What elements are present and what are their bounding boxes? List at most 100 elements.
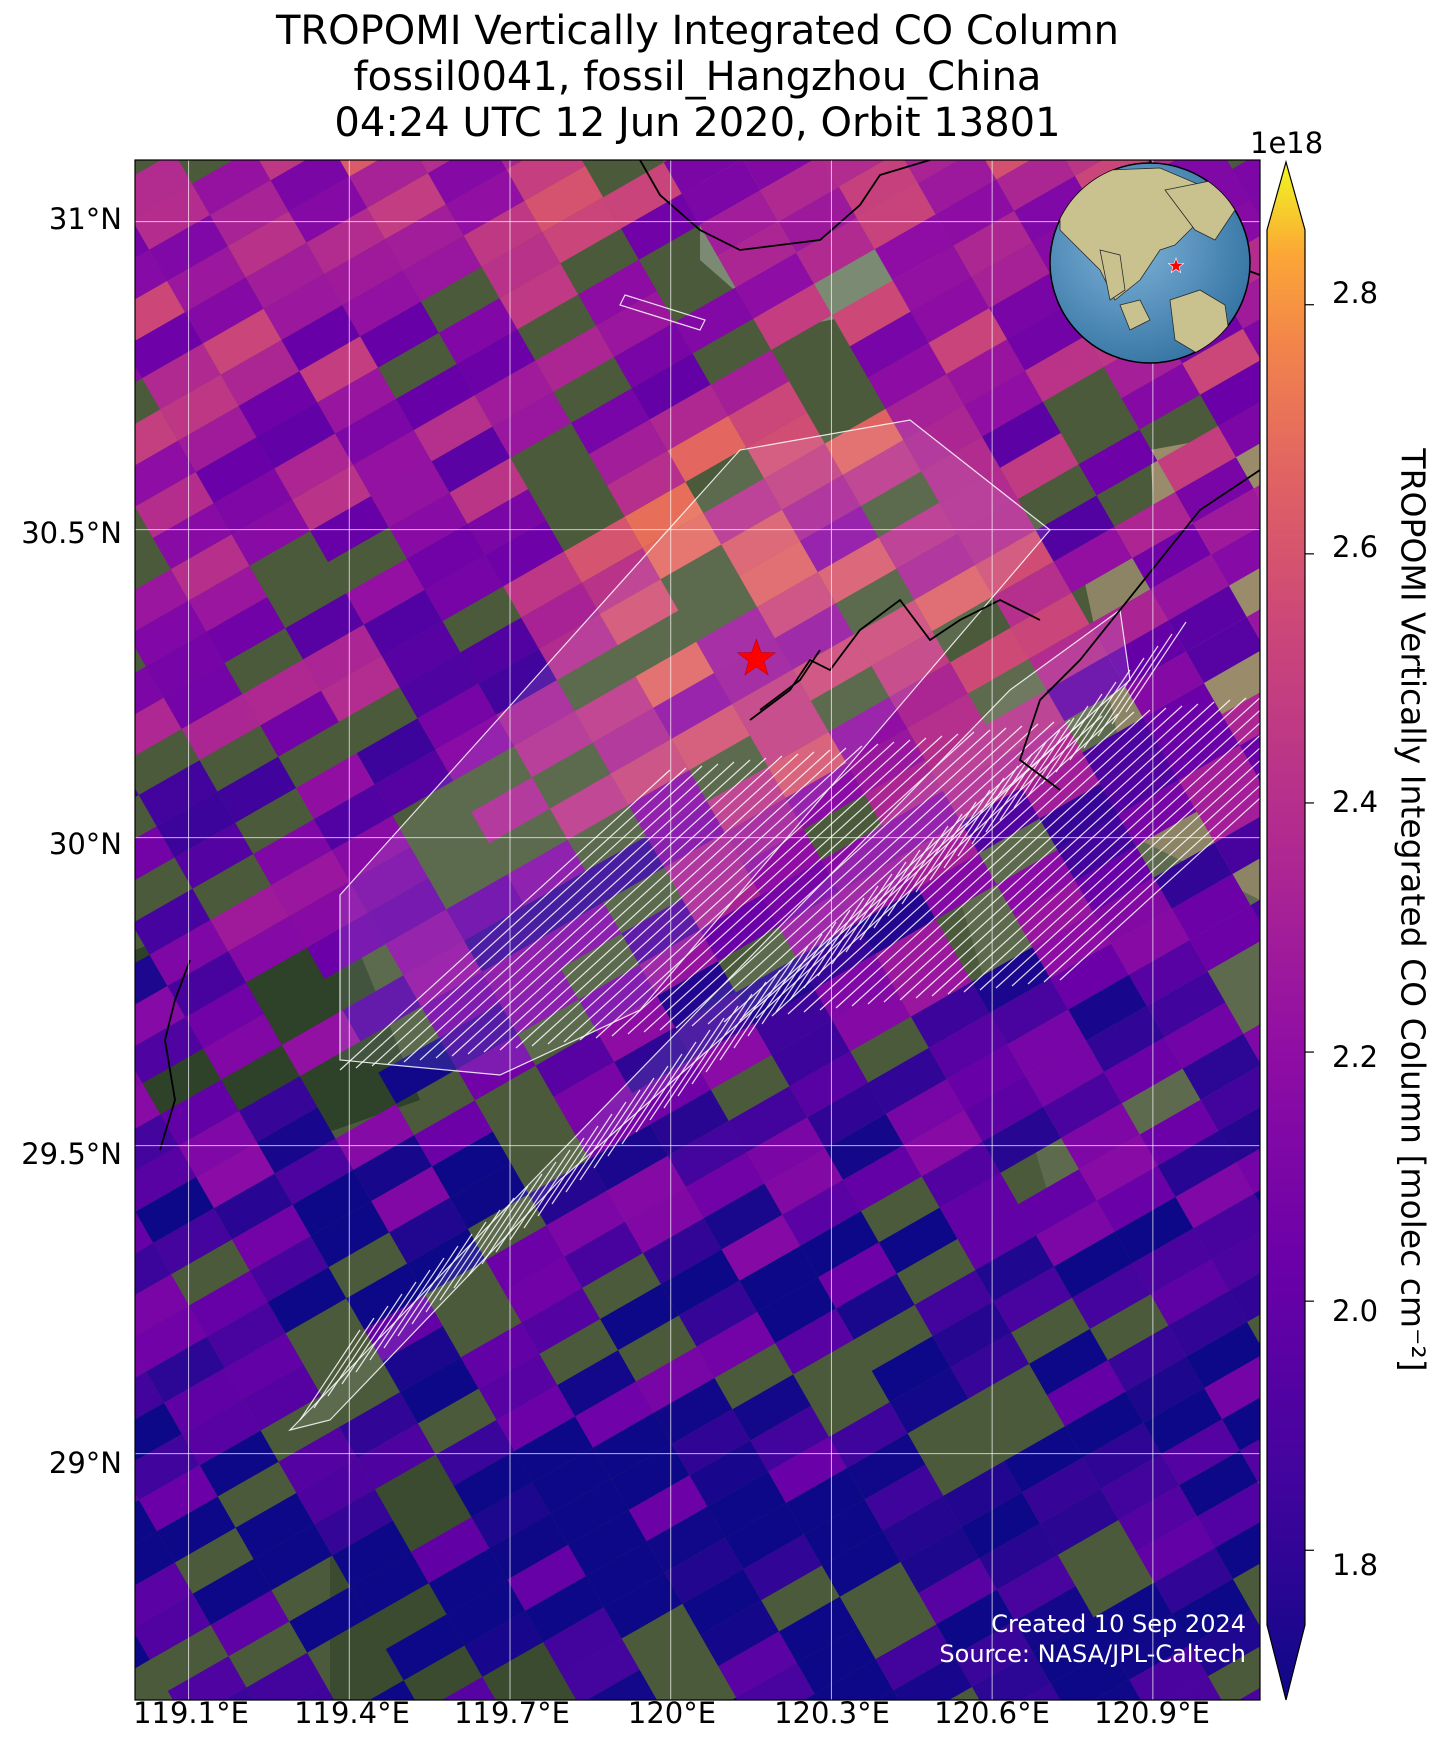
co-pixel (1028, 624, 1108, 691)
co-pixel (828, 697, 908, 764)
co-pixel (521, 1287, 601, 1354)
co-pixel (153, 1208, 232, 1275)
plume-footprint-grids (288, 294, 1260, 1432)
co-pixel (742, 829, 822, 896)
co-pixel (1111, 1613, 1191, 1680)
co-pixel (778, 1596, 858, 1663)
co-pixel (1218, 1107, 1260, 1163)
co-pixel (135, 1562, 193, 1627)
co-pixel (399, 1357, 479, 1424)
co-pixel (1215, 1521, 1260, 1579)
co-pixel (739, 1245, 819, 1312)
co-pixel (1161, 1419, 1240, 1486)
co-pixel (1078, 429, 1158, 496)
footprint-grid-line (899, 699, 1231, 1001)
co-pixel (535, 1030, 615, 1097)
co-pixel (1185, 616, 1260, 683)
co-pixel (349, 846, 429, 913)
co-pixel (246, 1652, 326, 1700)
co-pixel (882, 1495, 962, 1562)
footprint-grid-line (859, 849, 921, 941)
co-pixel (188, 565, 268, 632)
co-pixel (253, 1524, 333, 1591)
co-pixel (220, 339, 300, 406)
co-pixel (689, 1440, 769, 1507)
co-pixel (464, 905, 543, 972)
co-pixel (1168, 1290, 1248, 1357)
co-pixel (274, 433, 354, 500)
footprint-grid-line (649, 1029, 711, 1121)
co-pixel (542, 902, 622, 969)
co-pixel (568, 1510, 647, 1577)
co-pixel (823, 160, 886, 187)
co-pixel (1218, 401, 1260, 458)
co-pixel (885, 1079, 965, 1146)
co-pixel (975, 530, 1054, 597)
co-pixel (438, 298, 518, 365)
co-pixel (1111, 908, 1190, 975)
co-pixel (1211, 1231, 1260, 1291)
co-pixel (167, 1656, 247, 1700)
co-pixel (703, 478, 783, 545)
co-pixel (363, 589, 443, 656)
co-pixel (707, 1471, 787, 1538)
co-pixel (575, 1381, 654, 1448)
co-pixel (135, 1593, 211, 1660)
co-pixel (1196, 776, 1260, 843)
footprint-grid-line (663, 1017, 725, 1109)
co-pixel (1229, 1273, 1260, 1322)
co-pixel (1319, 1412, 1398, 1478)
co-pixel (696, 1311, 776, 1379)
co-pixel (474, 360, 554, 427)
footprint-grid-line (887, 825, 949, 917)
credit-source: Source: NASA/JPL-Caltech (939, 1640, 1246, 1668)
co-pixel (878, 502, 958, 569)
co-pixel (1139, 1099, 1219, 1166)
co-pixel (1043, 1072, 1122, 1139)
co-pixel (721, 1214, 801, 1281)
co-pixel (492, 391, 572, 458)
co-pixel (1103, 1037, 1183, 1104)
lon-tick-120: 120°E (627, 1696, 717, 1730)
co-pixel (542, 197, 622, 264)
co-pixel (653, 672, 733, 740)
co-pixel (581, 548, 661, 615)
colorbar (1266, 159, 1314, 1701)
co-pixel (339, 1392, 418, 1459)
co-pixel (1036, 1200, 1115, 1267)
co-pixel (731, 1697, 738, 1700)
footprint-grid-line (707, 723, 1039, 1025)
co-pixel (975, 1235, 1055, 1302)
footprint-grid-line (803, 897, 865, 989)
co-pixel (478, 1353, 558, 1420)
co-pixel (135, 888, 211, 955)
co-pixel (1238, 1687, 1260, 1700)
co-pixel (431, 426, 511, 493)
co-pixel (1214, 816, 1260, 874)
target-star-icon (736, 638, 777, 676)
footprint-grid-line (1011, 759, 1260, 987)
co-pixel (957, 499, 1036, 566)
co-pixel (135, 1017, 204, 1084)
co-pixel (771, 1020, 851, 1087)
co-pixel (817, 537, 897, 604)
co-pixel (1064, 1391, 1144, 1458)
co-pixel (385, 1614, 465, 1681)
co-pixel (402, 235, 482, 302)
co-pixel (578, 964, 658, 1031)
co-pixel (743, 160, 814, 191)
co-pixel (739, 540, 818, 607)
co-pixel (825, 1113, 904, 1180)
co-pixel (592, 707, 672, 774)
co-pixel (1236, 1148, 1260, 1194)
footprint-grid-line (419, 759, 751, 1061)
co-pixel (914, 565, 993, 632)
co-pixel (682, 1568, 762, 1636)
co-pixel (135, 1070, 143, 1088)
co-pixel (635, 1346, 715, 1413)
co-pixel (463, 200, 543, 267)
co-pixel (532, 1447, 611, 1514)
co-pixel (936, 1589, 1015, 1656)
footprint-grid-line (873, 837, 935, 929)
co-pixel (135, 1177, 215, 1244)
